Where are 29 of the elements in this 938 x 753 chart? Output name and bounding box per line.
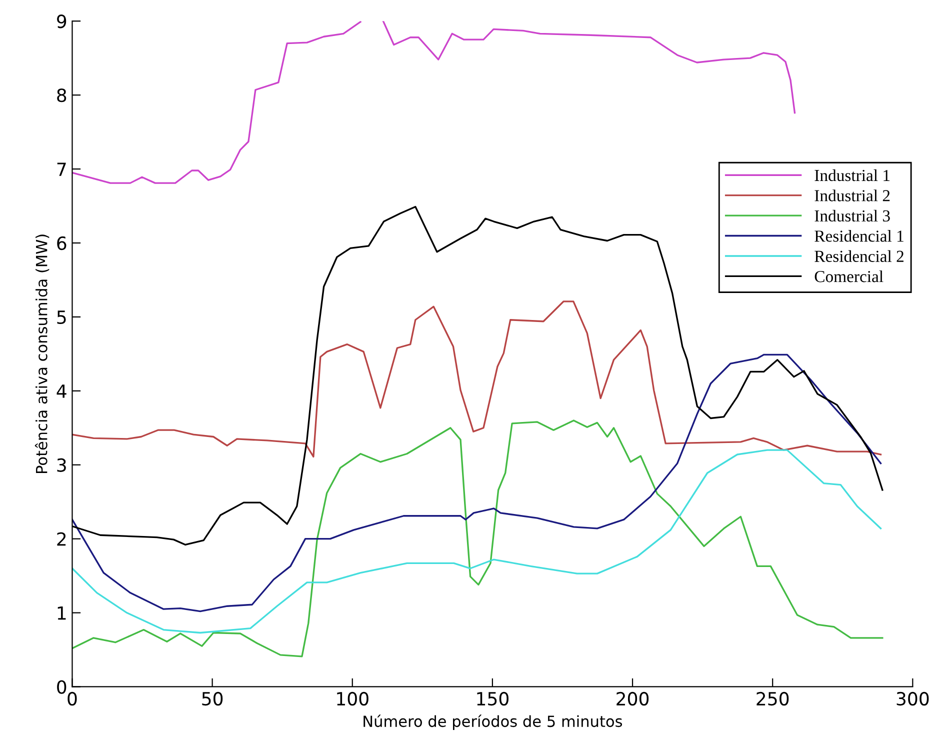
legend-label: Industrial 1 — [814, 169, 890, 182]
y-tick-label: 1 — [58, 606, 66, 620]
line-series — [72, 354, 882, 612]
legend-label: Comercial — [814, 270, 884, 282]
line-series — [72, 300, 882, 458]
x-tick-label: 0 — [68, 692, 77, 706]
y-tick-label: 8 — [57, 88, 66, 102]
y-axis-title: Potência ativa consumida (MW) — [34, 234, 50, 473]
x-tick-label: 100 — [337, 692, 368, 706]
y-tick-label: 3 — [57, 458, 66, 472]
y-tick-label: 2 — [57, 532, 66, 546]
x-tick-label: 250 — [756, 692, 789, 706]
y-tick-label: 0 — [57, 680, 66, 694]
y-tick-label: 6 — [57, 236, 66, 250]
legend-label: Residencial 1 — [814, 230, 904, 242]
y-tick-label: 9 — [57, 14, 66, 28]
x-tick-label: 150 — [477, 692, 508, 706]
y-tick-label: 4 — [56, 384, 66, 398]
x-tick-label: 50 — [202, 692, 223, 706]
x-axis-title: Número de períodos de 5 minutos — [364, 714, 622, 730]
y-tick-label: 5 — [57, 310, 66, 324]
legend-label: Industrial 3 — [814, 210, 890, 222]
x-tick-label: 300 — [896, 692, 929, 706]
y-tick-label: 7 — [57, 162, 66, 176]
legend-label: Residencial 2 — [814, 250, 904, 262]
x-tick-label: 200 — [616, 692, 649, 706]
legend-label: Industrial 2 — [814, 190, 890, 202]
line-series — [72, 420, 884, 658]
line-series — [72, 449, 882, 634]
